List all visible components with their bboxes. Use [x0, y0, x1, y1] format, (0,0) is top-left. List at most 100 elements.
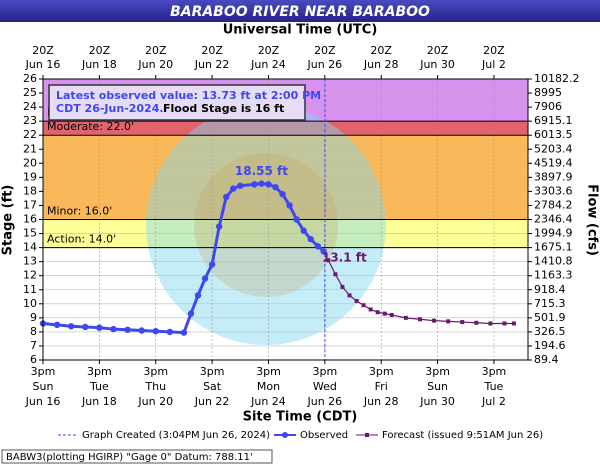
observed-point — [180, 329, 188, 336]
legend-label: Observed — [300, 430, 348, 441]
flood-label: Action: 14.0' — [47, 233, 116, 246]
y-tick-label: 13 — [23, 255, 37, 268]
observed-point — [138, 327, 145, 334]
observed-point — [53, 321, 61, 329]
x2-tick-label: Jun 18 — [81, 58, 117, 71]
observed-point — [194, 292, 202, 299]
y2-tick-label: 5203.4 — [534, 142, 573, 155]
forecast-point — [354, 298, 359, 303]
observed-point — [110, 325, 117, 333]
y2-tick-label: 8995 — [534, 86, 562, 99]
forecast-point — [432, 318, 437, 323]
y2-tick-label: 1163.3 — [534, 269, 573, 282]
observed-point — [201, 275, 209, 282]
y2-axis-title: Flow (cfs) — [585, 184, 600, 256]
forecast-point — [375, 310, 380, 315]
observed-point — [222, 193, 230, 201]
y2-tick-label: 3303.6 — [534, 184, 573, 197]
y-tick-label: 6 — [30, 353, 37, 366]
observed-point — [67, 323, 75, 330]
x-axis-title: Site Time (CDT) — [243, 410, 358, 425]
x-tick-label: Jun 18 — [81, 395, 117, 408]
legend-swatch — [365, 433, 369, 437]
x-tick-label: 3pm — [482, 365, 507, 378]
x2-tick-label: 20Z — [89, 44, 111, 57]
x-tick-label: Jun 28 — [363, 395, 399, 408]
x-tick-label: Jun 24 — [250, 395, 286, 408]
observed-point — [300, 227, 307, 234]
x-tick-label: Jun 26 — [306, 395, 342, 408]
observed-point — [152, 327, 159, 335]
footer: BABW3(plotting HGIRP) "Gage 0" Datum: 78… — [6, 452, 253, 463]
forecast-point — [347, 293, 352, 298]
callout-text: Latest observed value: 13.73 ft at 2:00 … — [56, 89, 321, 102]
x-tick-label: Jun 30 — [419, 395, 455, 408]
y-tick-label: 11 — [23, 283, 37, 296]
callout-flood: Flood Stage is 16 ft — [163, 102, 284, 115]
y2-tick-label: 6915.1 — [534, 114, 573, 127]
y2-tick-label: 1994.9 — [534, 227, 573, 240]
x-tick-label: Tue — [89, 380, 109, 393]
y-tick-label: 10 — [23, 297, 37, 310]
x2-tick-label: Jun 24 — [250, 58, 286, 71]
x2-tick-label: 20Z — [483, 44, 505, 57]
y2-tick-label: 2346.4 — [534, 213, 573, 226]
x2-tick-label: 20Z — [201, 44, 223, 57]
observed-point — [307, 235, 314, 243]
y2-tick-label: 194.6 — [534, 339, 566, 352]
observed-point — [230, 185, 237, 192]
y2-tick-label: 1675.1 — [534, 241, 573, 254]
x-tick-label: Fri — [375, 380, 388, 393]
x-tick-label: Sun — [427, 380, 448, 393]
forecast-point — [340, 284, 345, 289]
forecast-point — [326, 258, 331, 263]
y-tick-label: 18 — [23, 184, 37, 197]
x2-tick-label: 20Z — [370, 44, 392, 57]
value-label: 18.55 ft — [235, 164, 288, 178]
y-tick-label: 24 — [23, 100, 37, 113]
forecast-point — [361, 303, 366, 308]
forecast-point — [488, 321, 493, 326]
y-tick-label: 20 — [23, 156, 37, 169]
y-tick-label: 17 — [23, 198, 37, 211]
observed-point — [187, 310, 195, 317]
y-axis-title: Stage (ft) — [1, 185, 16, 256]
y-tick-label: 14 — [23, 241, 37, 254]
observed-point — [215, 223, 223, 230]
forecast-point — [403, 315, 408, 320]
x2-tick-label: Jun 26 — [306, 58, 342, 71]
y-tick-label: 9 — [30, 311, 37, 324]
x2-tick-label: Jun 22 — [194, 58, 230, 71]
x2-tick-label: Jun 20 — [137, 58, 173, 71]
x2-tick-label: 20Z — [258, 44, 280, 57]
forecast-point — [446, 319, 451, 324]
watermark — [146, 105, 386, 345]
flood-label: Moderate: 22.0' — [47, 120, 134, 133]
y-tick-label: 19 — [23, 170, 37, 183]
x-tick-label: 3pm — [425, 365, 450, 378]
x-tick-label: 3pm — [369, 365, 394, 378]
observed-point — [208, 261, 216, 268]
x-tick-label: 3pm — [256, 365, 281, 378]
forecast-point — [333, 272, 338, 277]
observed-point — [124, 326, 131, 333]
x-tick-label: Mon — [257, 380, 280, 393]
observed-point — [237, 182, 244, 189]
y-tick-label: 15 — [23, 227, 37, 240]
x-tick-label: Sat — [203, 380, 222, 393]
observed-point — [279, 191, 286, 198]
x2-tick-label: Jun 28 — [363, 58, 399, 71]
y2-tick-label: 1410.8 — [534, 255, 573, 268]
forecast-point — [417, 317, 422, 322]
observed-point — [265, 181, 272, 188]
callout-box — [48, 84, 306, 121]
forecast-point — [460, 320, 465, 325]
y2-tick-label: 2784.2 — [534, 198, 573, 211]
value-label: 13.1 ft — [322, 251, 367, 265]
y-tick-label: 16 — [23, 213, 37, 226]
y-tick-label: 7 — [30, 339, 37, 352]
x-tick-label: Jun 20 — [137, 395, 173, 408]
x-tick-label: 3pm — [31, 365, 56, 378]
y2-tick-label: 715.3 — [534, 297, 566, 310]
y-tick-label: 25 — [23, 86, 37, 99]
